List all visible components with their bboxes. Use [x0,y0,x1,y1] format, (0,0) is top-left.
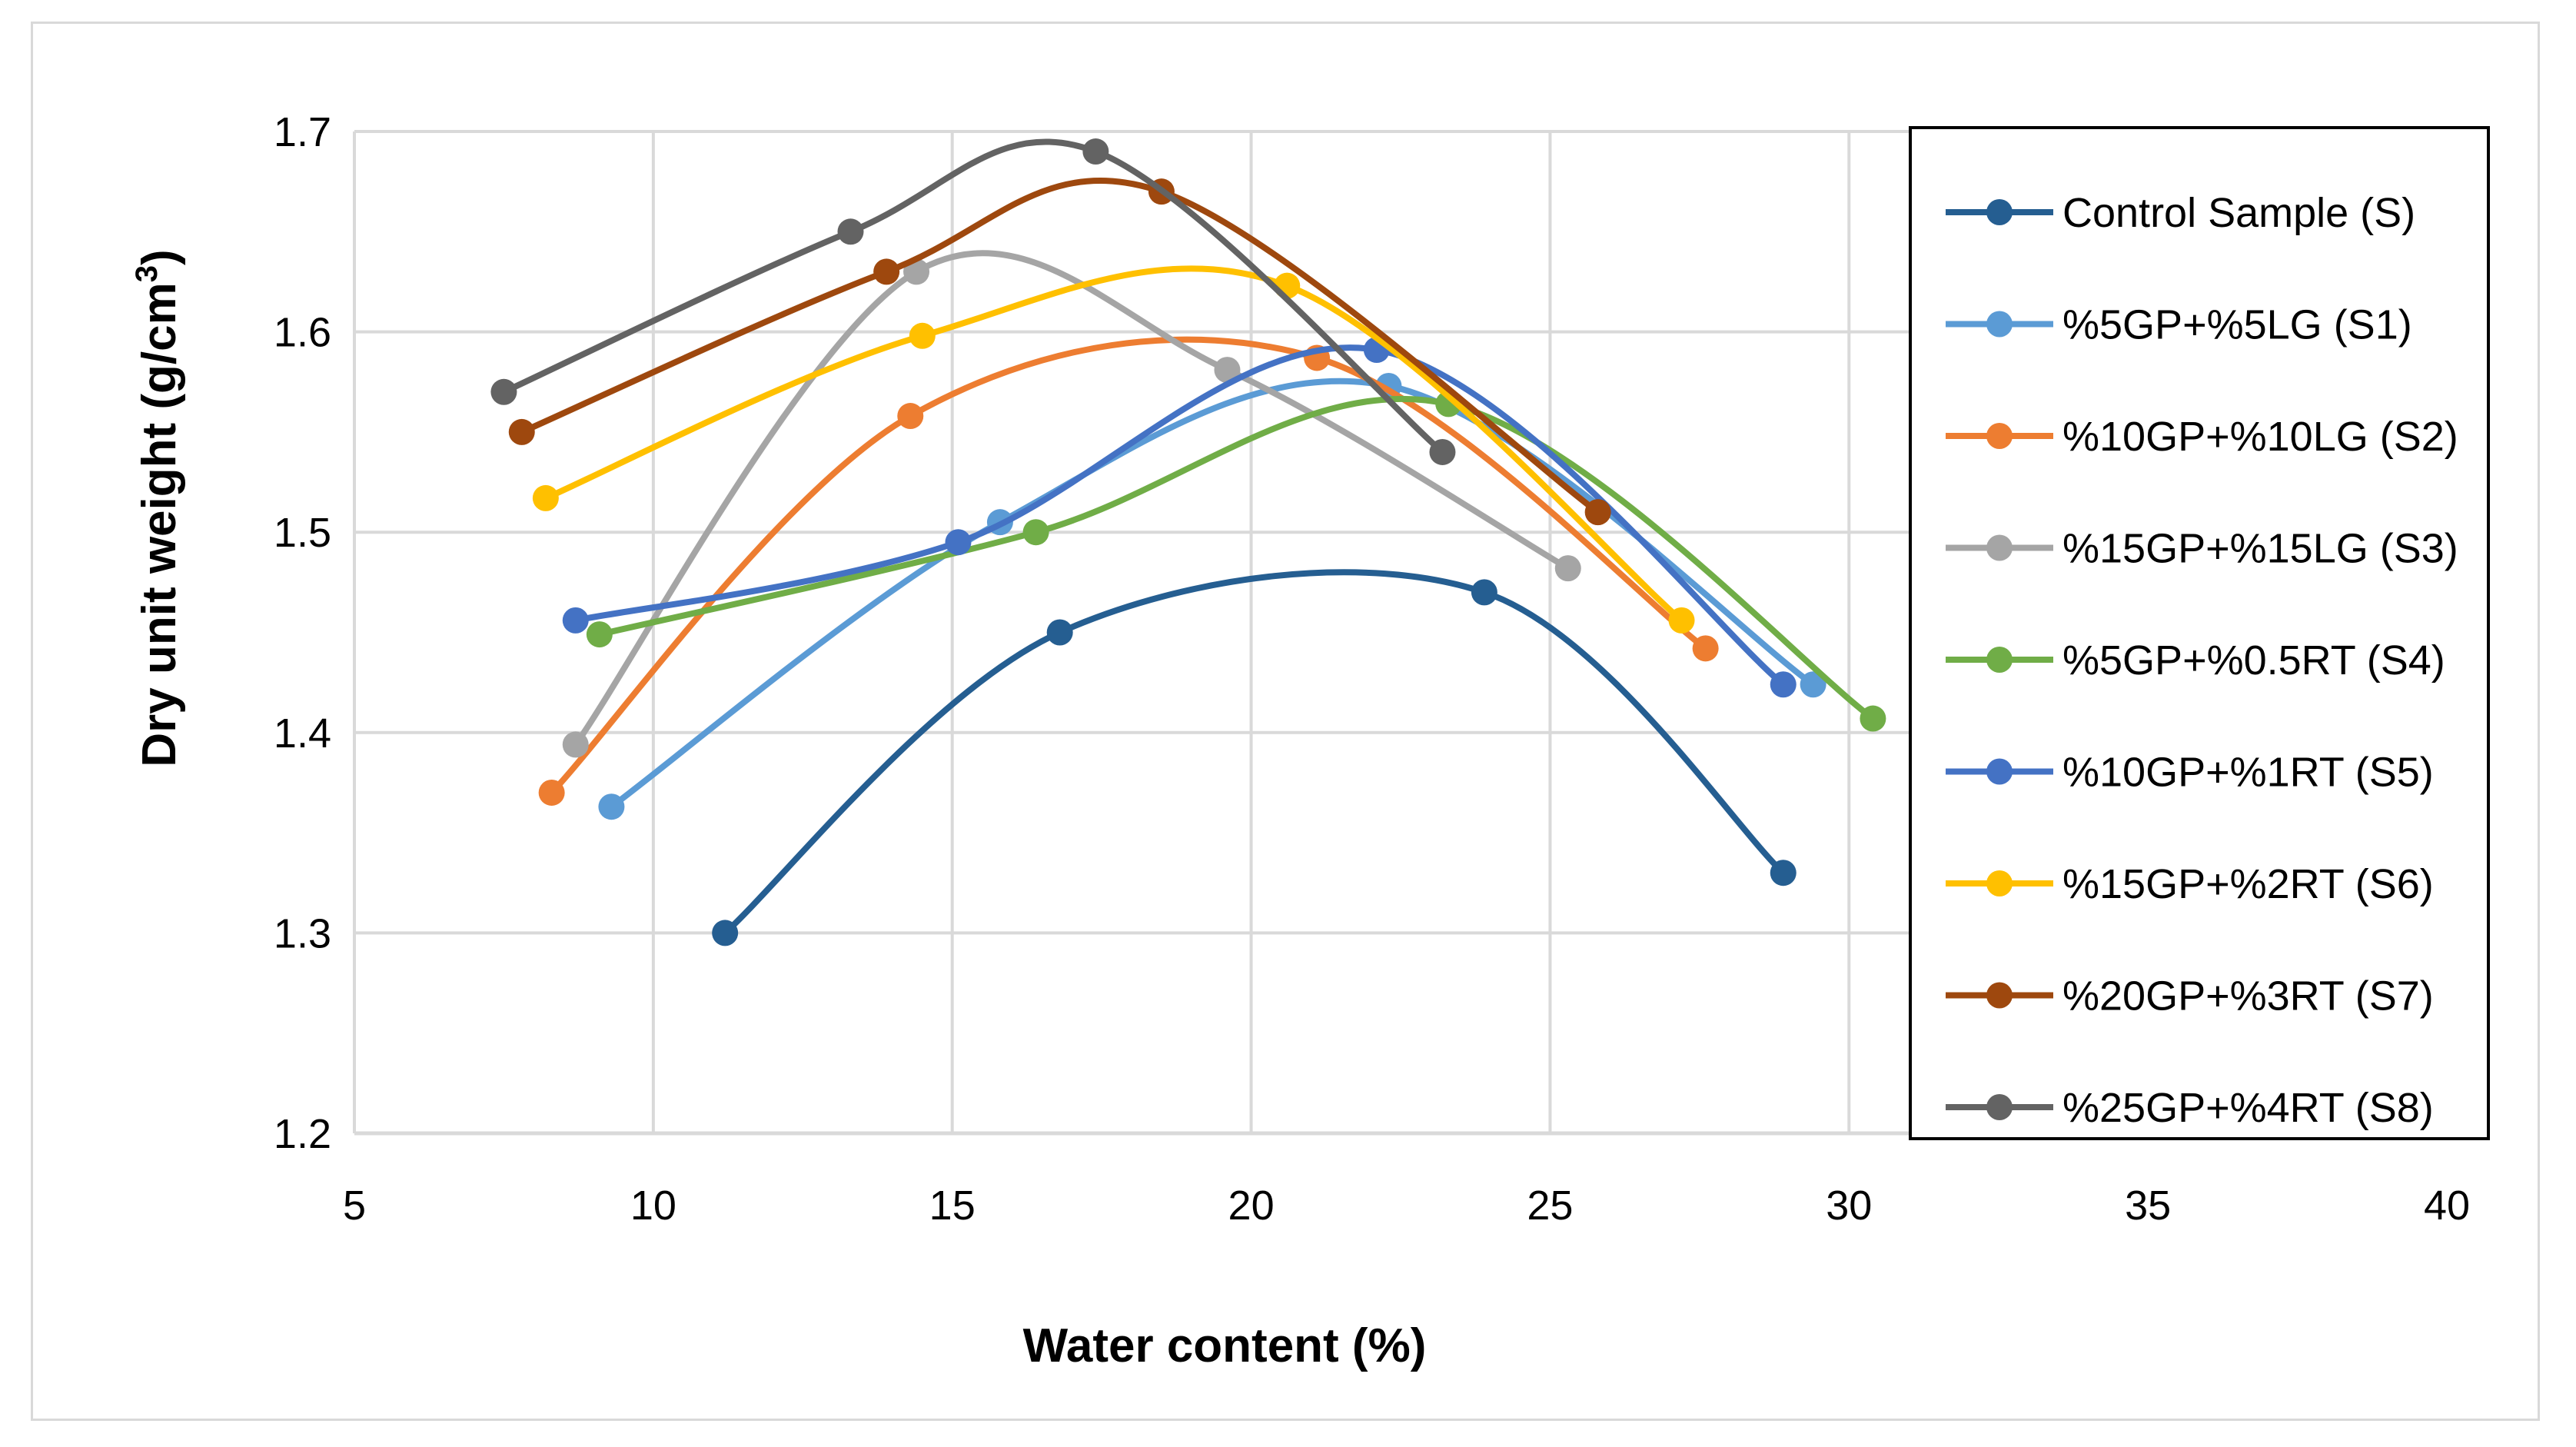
legend-item: %15GP+%2RT (S6) [1946,861,2434,907]
y-tick-label: 1.3 [274,910,331,956]
legend-swatch-marker [1986,647,2013,673]
legend-item: %5GP+%5LG (S1) [1946,302,2412,348]
legend-label: %20GP+%3RT (S7) [2062,973,2434,1020]
y-axis-title-superscript: 3 [130,265,164,282]
data-point [909,322,936,349]
data-point [532,484,559,511]
data-point [1554,555,1581,582]
data-point [1046,619,1073,646]
legend-swatch-marker [1986,758,2013,785]
data-point [1214,357,1241,384]
data-point [598,793,625,820]
data-point [945,529,972,556]
x-tick-label: 15 [929,1183,976,1229]
data-point [1770,860,1797,886]
data-point [1471,579,1497,606]
series-4 [586,391,1886,732]
legend-swatch-marker [1986,534,2013,561]
y-tick-label: 1.5 [274,510,331,556]
data-point [562,607,589,634]
series-line [500,138,1446,455]
y-axis-title: Dry unit weight (g/cm3) [130,249,186,767]
data-point [562,731,589,758]
x-tick-label: 35 [2125,1183,2171,1229]
legend-label: %25GP+%4RT (S8) [2062,1085,2434,1131]
data-point [586,621,613,648]
data-point [1770,671,1797,698]
legend-item: %10GP+%10LG (S2) [1946,414,2458,460]
legend-item: Control Sample (S) [1946,190,2415,236]
legend-swatch-marker [1986,199,2013,225]
legend-swatch-marker [1986,982,2013,1009]
series-line [548,336,1709,796]
legend-label: %5GP+%5LG (S1) [2062,302,2412,348]
legend-item: %25GP+%4RT (S8) [1946,1085,2434,1131]
legend-item: %10GP+%1RT (S5) [1946,750,2434,796]
legend-item: %20GP+%3RT (S7) [1946,973,2434,1020]
legend: Control Sample (S) %5GP+%5LG (S1) %10GP+%1… [1909,126,2490,1140]
series-0 [712,569,1797,946]
series-2 [538,336,1719,806]
legend-label: Control Sample (S) [2062,190,2415,236]
series-layer [490,138,1886,946]
legend-swatch-marker [1986,1094,2013,1120]
legend-item: %15GP+%15LG (S3) [1946,526,2458,572]
y-axis-title-close: ) [133,249,186,265]
y-tick-label: 1.2 [274,1111,331,1157]
chart: 5 10 15 20 25 30 35 40 1.2 1.3 1.4 1.5 1.6 1.7 Water … [130,109,2490,1372]
y-tick-label: 1.4 [274,710,331,757]
legend-label: %15GP+%15LG (S3) [2062,526,2458,572]
series-3 [562,250,1581,758]
data-point [1800,671,1826,698]
x-tick-label: 25 [1527,1183,1573,1229]
data-point [1274,272,1301,299]
series-6 [532,265,1695,634]
series-line [518,177,1601,516]
y-tick-label: 1.7 [274,109,331,155]
data-point [1022,519,1049,546]
y-axis-title-main: Dry unit weight (g/cm [133,282,186,767]
data-point [712,920,739,946]
x-tick-label: 5 [343,1183,366,1229]
series-line [722,569,1787,936]
data-point [1692,635,1719,662]
series-line [572,344,1787,688]
legend-box [1909,126,2490,1140]
legend-items: Control Sample (S) %5GP+%5LG (S1) %10GP+%1… [1946,190,2458,1131]
legend-label: %10GP+%10LG (S2) [2062,414,2458,460]
legend-label: %10GP+%1RT (S5) [2062,750,2434,796]
data-point [1429,438,1456,465]
data-point [837,218,864,245]
legend-item: %5GP+%0.5RT (S4) [1946,637,2445,684]
legend-label: %15GP+%2RT (S6) [2062,861,2434,907]
series-8 [490,138,1456,465]
legend-swatch-marker [1986,870,2013,896]
tick-layer: 5 10 15 20 25 30 35 40 1.2 1.3 1.4 1.5 1.6 1.7 [274,109,2470,1229]
x-tick-label: 30 [1826,1183,1872,1229]
x-tick-label: 40 [2424,1183,2470,1229]
data-point [1860,705,1886,732]
chart-frame: 5 10 15 20 25 30 35 40 1.2 1.3 1.4 1.5 1.6 1.7 Water … [31,22,2540,1421]
series-line [596,395,1876,722]
series-line [572,250,1571,748]
series-7 [508,177,1611,526]
data-point [1082,138,1109,165]
x-tick-label: 10 [630,1183,676,1229]
legend-swatch-marker [1986,311,2013,338]
data-point [1584,499,1611,526]
data-point [538,779,565,806]
series-5 [562,337,1797,698]
y-tick-label: 1.6 [274,310,331,356]
legend-label: %5GP+%0.5RT (S4) [2062,637,2445,684]
x-tick-label: 20 [1228,1183,1275,1229]
series-line [542,265,1685,624]
data-point [897,403,924,430]
data-point [490,378,517,405]
x-axis-title: Water content (%) [1023,1319,1427,1372]
legend-swatch-marker [1986,423,2013,449]
data-point [1668,607,1695,634]
data-point [508,418,535,445]
data-point [873,258,900,285]
